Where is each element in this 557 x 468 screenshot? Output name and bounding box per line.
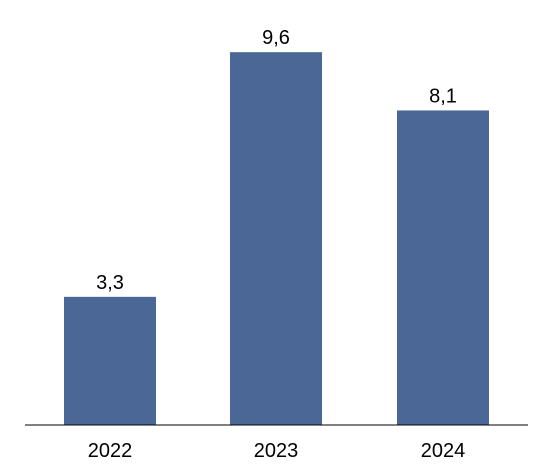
bar-2024 [397,110,489,425]
x-tick-labels-group: 2022 2023 2024 [88,440,466,462]
value-label-2024: 8,1 [429,85,457,107]
bar-2022 [64,296,156,425]
x-tick-label-2022: 2022 [88,440,133,462]
bar-2023 [230,52,322,425]
bars-group [64,52,489,425]
x-tick-label-2024: 2024 [421,440,466,462]
value-label-2023: 9,6 [262,27,290,49]
value-label-2022: 3,3 [96,272,124,294]
x-tick-label-2023: 2023 [254,440,299,462]
value-labels-group: 3,3 9,6 8,1 [96,27,457,294]
